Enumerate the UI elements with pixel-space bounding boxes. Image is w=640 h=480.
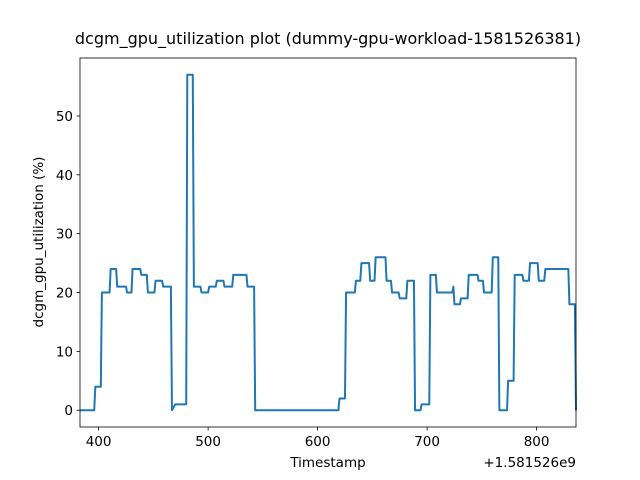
chart-title: dcgm_gpu_utilization plot (dummy-gpu-wor… [75, 29, 581, 49]
x-tick-label: 800 [524, 434, 550, 450]
y-tick-label: 0 [64, 403, 73, 419]
x-tick-label: 600 [305, 434, 331, 450]
x-axis-label: Timestamp [289, 455, 365, 471]
x-tick-label: 400 [86, 434, 112, 450]
x-tick-label: 700 [414, 434, 440, 450]
plot-frame [79, 57, 577, 428]
y-tick-label: 30 [56, 227, 73, 243]
x-offset-label: +1.581526e9 [483, 455, 576, 471]
y-tick-label: 20 [56, 286, 73, 302]
y-tick-label: 40 [56, 168, 73, 184]
y-axis-label: dcgm_gpu_utilization (%) [31, 157, 47, 328]
y-tick-label: 10 [56, 344, 73, 360]
data-line [80, 73, 577, 412]
y-tick-label: 50 [56, 109, 73, 125]
x-tick-label: 500 [195, 434, 221, 450]
